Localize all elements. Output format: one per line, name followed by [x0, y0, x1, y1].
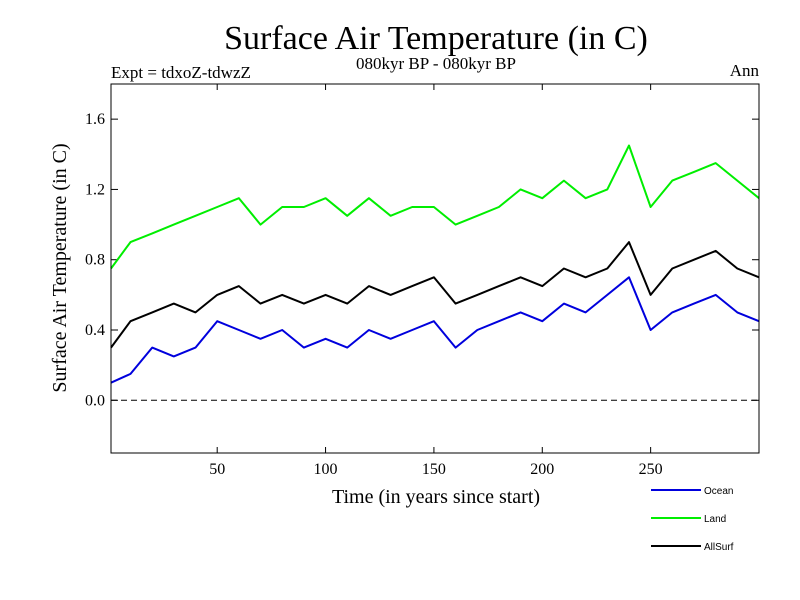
chart-subtitle-right: Ann: [730, 61, 760, 80]
legend-label-allsurf: AllSurf: [704, 542, 734, 553]
chart-title: Surface Air Temperature (in C): [224, 20, 648, 57]
chart-subtitle-left: Expt = tdxoZ-tdwzZ: [111, 63, 251, 82]
legend-label-land: Land: [704, 514, 726, 525]
x-axis-label: Time (in years since start): [332, 486, 540, 508]
series-line-land: [110, 144, 760, 270]
x-tick-label: 250: [639, 461, 663, 478]
x-tick-label: 150: [422, 461, 446, 478]
y-axis-label: Surface Air Temperature (in C): [49, 143, 71, 392]
x-tick-label: 50: [209, 461, 225, 478]
series-line-allsurf: [110, 241, 760, 349]
legend: Ocean Land AllSurf: [651, 486, 734, 553]
plot-area: 50 100 150 200 250 0.0 0.4 0.8 1.2 1.6: [85, 84, 760, 478]
plot-frame: [110, 83, 760, 454]
chart-subtitle-center: 080kyr BP - 080kyr BP: [356, 54, 516, 73]
y-tick-label: 0.8: [85, 252, 105, 269]
y-tick-label: 1.6: [85, 111, 105, 128]
y-tick-label: 1.2: [85, 181, 105, 198]
x-tick-label: 200: [530, 461, 554, 478]
x-tick-label: 100: [314, 461, 338, 478]
legend-label-ocean: Ocean: [704, 486, 733, 497]
series-line-ocean: [110, 276, 760, 384]
y-tick-label: 0.4: [85, 322, 105, 339]
y-tick-label: 0.0: [85, 392, 105, 409]
